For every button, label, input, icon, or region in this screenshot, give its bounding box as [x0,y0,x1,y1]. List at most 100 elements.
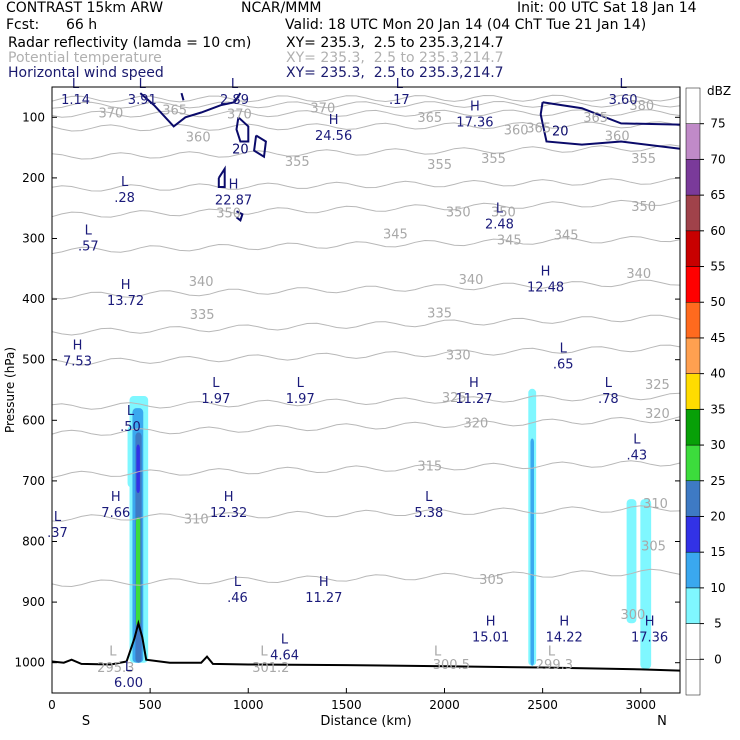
colorbar-label-45: 45 [710,331,725,345]
wind-extremum-value-0: 1.14 [61,93,90,108]
theta-label-44: L [434,644,442,659]
center-label: NCAR/MMM [241,0,322,16]
wind-extremum-mark-1: L [139,77,147,92]
wind-contour-label-1: 20 [552,124,569,139]
wind-extremum-mark-11: H [541,265,551,280]
colorbar-label-20: 20 [710,509,725,523]
wind-extremum-mark-18: L [605,376,613,391]
theta-contour-355 [51,177,681,192]
theta-label-38: 295.3 [97,661,134,676]
colorbar-segment-12 [685,230,701,267]
colorbar-segment-3 [685,551,701,589]
wind-contour-label-0: 20 [232,143,249,158]
wind-extremum-mark-7: H [229,177,239,192]
wind-extremum-mark-13: H [73,339,83,354]
theta-label-23: 340 [459,273,484,288]
theta-label-14: 355 [631,152,656,167]
north-label: N [657,714,667,729]
colorbar-label-15: 15 [710,545,725,559]
theta-label-8: 380 [629,99,654,114]
terrain-line [51,619,681,672]
echo-column-2950 [626,499,637,624]
wind-extremum-mark-9: L [85,224,93,239]
wind-extremum-value-15: 1.97 [201,392,230,407]
wind-extremum-mark-3: L [396,77,404,92]
theta-contour-305 [51,568,681,588]
wind-extremum-value-7: 22.87 [215,193,252,208]
x-axis-label: Distance (km) [320,714,411,729]
wind-extremum-value-31: 6.00 [114,676,143,691]
theta-label-17: 350 [446,206,471,221]
wind-extremum-value-12: 13.72 [107,294,144,309]
y-tick-label-200: 200 [22,171,45,185]
wind-contour-20-8 [539,102,544,124]
theta-label-13: 355 [481,152,506,167]
wind-extremum-mark-30: L [281,633,289,648]
colorbar-segment-10 [685,301,701,339]
x-tick-label-0: 0 [48,698,56,712]
theta-label-10: 360 [186,131,211,146]
wind-extremum-value-3: .17 [389,93,410,108]
colorbar-label-5: 5 [714,617,722,631]
field-name-reflectivity: Radar reflectivity (lamda = 10 cm) [8,35,252,51]
theta-label-0: 370 [98,106,123,121]
theta-contour-365 [51,121,681,132]
y-tick-label-900: 900 [22,595,45,609]
y-tick-label-1000: 1000 [14,656,45,670]
theta-contour-330 [51,344,681,366]
wind-contour-20-1 [235,116,250,143]
colorbar-segment-0 [685,659,701,696]
field-xy-theta: XY= 235.3, 2.5 to 235.3,214.7 [286,50,504,66]
theta-contour-315 [51,460,681,479]
wind-extremum-value-11: 12.48 [527,281,564,296]
colorbar-label-55: 55 [710,260,725,274]
forecast-label: Fcst: [6,17,40,33]
wind-extremum-mark-17: H [469,376,479,391]
colorbar-unit: dBZ [707,84,731,98]
colorbar-label-60: 60 [710,224,725,238]
y-tick-label-500: 500 [22,353,45,367]
colorbar-label-40: 40 [710,367,725,381]
echo-column-430-strong [136,444,140,494]
wind-extremum-mark-23: L [425,490,433,505]
theta-label-31: 320 [645,407,670,422]
wind-extremum-value-9: .57 [78,240,99,255]
wind-extremum-value-10: 2.48 [485,218,514,233]
theta-label-18: 350 [491,206,516,221]
x-tick-label-1000: 1000 [233,698,264,712]
theta-contour-345 [51,235,681,255]
wind-extremum-mark-14: L [560,342,568,357]
echo-column-430-peak [135,517,141,627]
theta-label-21: 345 [554,229,579,244]
init-time: Init: 00 UTC Sat 18 Jan 14 [517,0,697,16]
theta-label-1: 365 [162,103,187,118]
colorbar-label-75: 75 [710,117,725,131]
echo-column-2440-core [530,438,534,666]
theta-contour-375 [51,100,681,109]
theta-label-37: 300 [620,608,645,623]
wind-extremum-mark-28: H [559,614,569,629]
wind-extremum-mark-29: H [645,614,655,629]
plot-frame [51,86,681,694]
colorbar-label-30: 30 [710,438,725,452]
wind-extremum-mark-0: L [72,77,80,92]
wind-extremum-mark-27: H [486,614,496,629]
wind-extremum-value-2: 2.89 [220,93,249,108]
wind-extremum-value-19: .50 [120,420,141,435]
theta-label-35: 305 [479,573,504,588]
wind-extremum-mark-8: L [121,175,129,190]
model-title: CONTRAST 15km ARW [6,0,164,16]
wind-contour-20-5 [180,92,185,101]
wind-extremum-mark-26: H [319,575,329,590]
wind-extremum-value-26: 11.27 [305,591,342,606]
wind-extremum-value-20: .43 [626,449,647,464]
wind-extremum-value-29: 17.36 [631,630,668,645]
wind-extremum-value-6: 24.56 [315,129,352,144]
colorbar-segment-14 [685,159,701,196]
wind-extremum-mark-22: H [224,490,234,505]
theta-label-45: L [548,644,556,659]
theta-label-9: 360 [605,129,630,144]
theta-label-6: 360 [504,123,529,138]
theta-label-33: 310 [184,512,209,527]
